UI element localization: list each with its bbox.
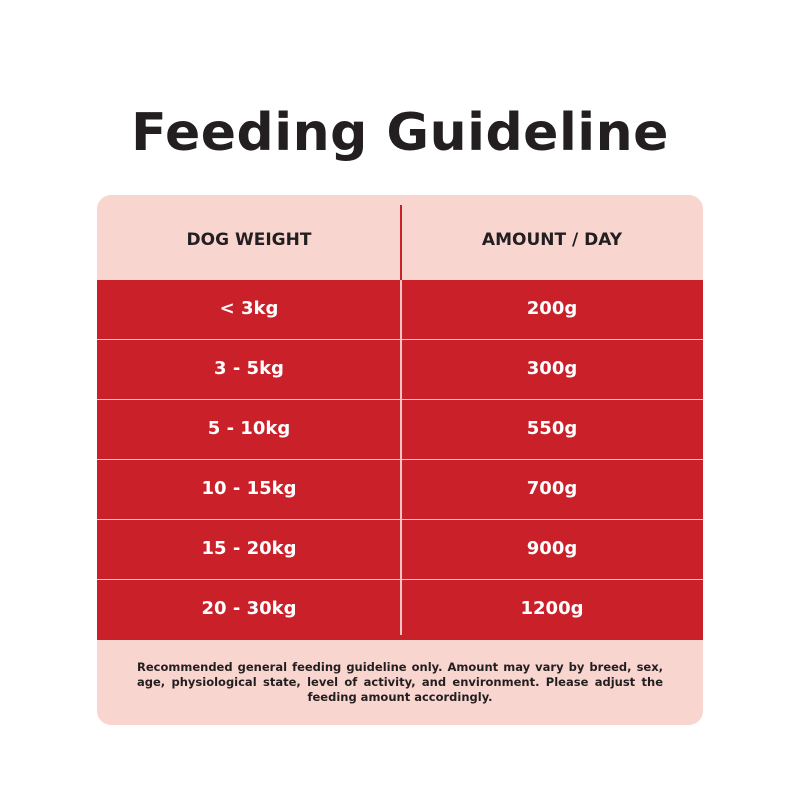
header-amount-per-day: AMOUNT / DAY <box>481 230 623 250</box>
amount-cell: 1200g <box>520 598 584 619</box>
table-row: 20 - 30kg 1200g <box>97 580 703 640</box>
weight-cell: 10 - 15kg <box>201 478 297 499</box>
column-divider <box>400 280 402 635</box>
amount-cell: 200g <box>526 298 578 319</box>
amount-cell: 700g <box>526 478 578 499</box>
page-title: Feeding Guideline <box>131 103 669 163</box>
weight-cell: 3 - 5kg <box>214 358 284 379</box>
amount-cell: 550g <box>526 418 578 439</box>
weight-cell: 5 - 10kg <box>207 418 291 439</box>
weight-cell: 20 - 30kg <box>201 598 297 619</box>
feeding-table-card: DOG WEIGHT AMOUNT / DAY < 3kg 200g 3 - 5… <box>97 195 703 725</box>
amount-cell: 900g <box>526 538 578 559</box>
weight-cell: < 3kg <box>219 298 279 319</box>
table-body: < 3kg 200g 3 - 5kg 300g 5 - 10kg 550g 10… <box>97 280 703 640</box>
header-dog-weight: DOG WEIGHT <box>186 230 312 250</box>
header-divider <box>400 205 402 280</box>
disclaimer-note: Recommended general feeding guideline on… <box>137 660 663 704</box>
table-header-row: DOG WEIGHT AMOUNT / DAY <box>97 195 703 280</box>
amount-cell: 300g <box>526 358 578 379</box>
weight-cell: 15 - 20kg <box>201 538 297 559</box>
